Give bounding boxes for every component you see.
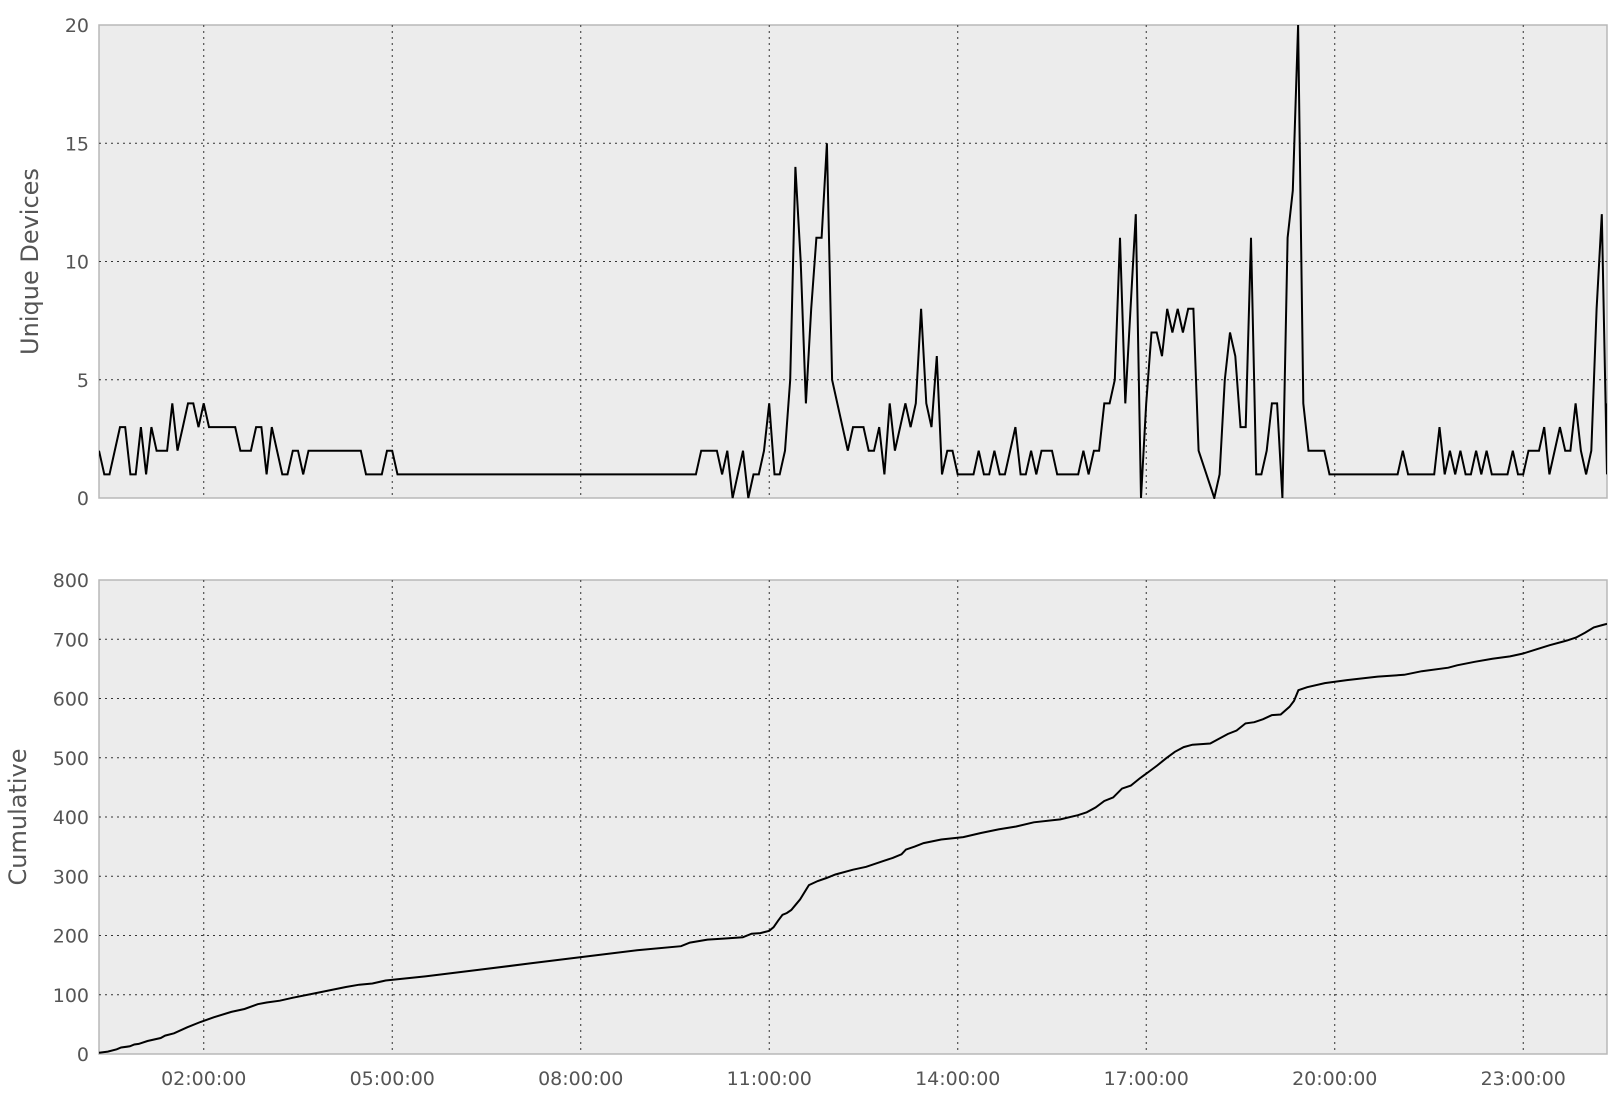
y-tick-label: 15 <box>65 133 89 155</box>
y-tick-label: 10 <box>65 252 89 274</box>
x-tick-label: 02:00:00 <box>161 1068 246 1090</box>
y-tick-label: 300 <box>53 866 89 888</box>
x-tick-label: 17:00:00 <box>1104 1068 1189 1090</box>
y-tick-label: 700 <box>53 629 89 651</box>
y-tick-label: 600 <box>53 689 89 711</box>
x-tick-label: 14:00:00 <box>915 1068 1000 1090</box>
x-tick-label: 08:00:00 <box>538 1068 623 1090</box>
plot-area <box>98 579 1608 1055</box>
chart-panel-2: 0 100 200 300 400 500 600 700 800 02:00:00 05:00:0… <box>4 570 1608 1090</box>
x-tick-label: 20:00:00 <box>1292 1068 1377 1090</box>
y-tick-label: 20 <box>65 15 89 37</box>
x-tick-label: 23:00:00 <box>1481 1068 1566 1090</box>
y-tick-label: 400 <box>53 807 89 829</box>
chart-panel-1: 0 5 10 15 20 Unique Devices <box>16 15 1608 510</box>
y-tick-label: 100 <box>53 985 89 1007</box>
y-tick-label: 0 <box>77 1044 89 1066</box>
y-axis-label: Cumulative <box>4 749 32 886</box>
x-tick-label: 11:00:00 <box>727 1068 812 1090</box>
y-axis-label: Unique Devices <box>16 168 44 355</box>
plot-area <box>98 24 1608 499</box>
y-tick-label: 0 <box>77 488 89 510</box>
y-tick-label: 200 <box>53 926 89 948</box>
series-line-1 <box>99 24 1607 499</box>
x-tick-label: 05:00:00 <box>350 1068 435 1090</box>
y-tick-label: 5 <box>77 370 89 392</box>
y-tick-label: 500 <box>53 748 89 770</box>
y-tick-label: 800 <box>53 570 89 592</box>
series-line-1 <box>99 622 1607 1054</box>
